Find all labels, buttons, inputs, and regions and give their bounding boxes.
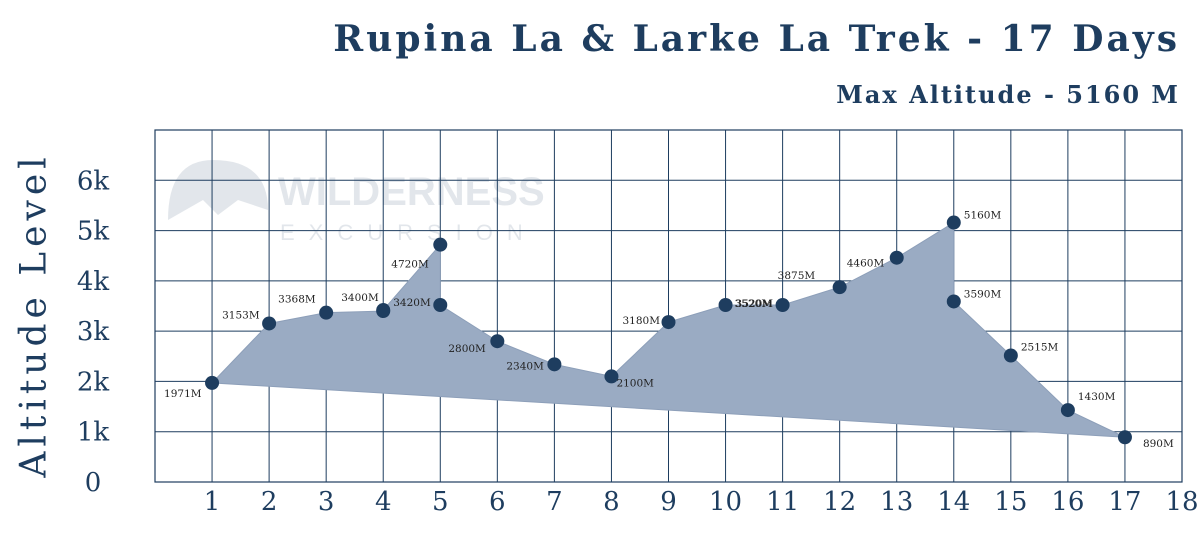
x-tick-label: 1 [204, 487, 221, 517]
x-tick-label: 11 [766, 487, 799, 517]
watermark-text-1: WILDERNESS [278, 170, 545, 214]
chart-points-layer [205, 215, 1132, 445]
data-label: 3400M [341, 292, 379, 304]
x-tick-label: 17 [1108, 487, 1141, 517]
data-point [718, 297, 733, 312]
data-point [775, 297, 790, 312]
chart-subtitle: Max Altitude - 5160 M [836, 80, 1180, 109]
data-label: 3180M [623, 315, 661, 327]
x-tick-label: 18 [1165, 487, 1198, 517]
y-tick-label: 2k [77, 367, 110, 397]
data-label: 3875M [778, 270, 816, 282]
data-point [1003, 348, 1018, 363]
data-point [547, 357, 562, 372]
data-point [433, 297, 448, 312]
data-label: 2340M [506, 360, 544, 372]
data-point [319, 305, 334, 320]
data-label: 3420M [393, 297, 431, 309]
x-tick-label: 5 [432, 487, 449, 517]
data-point [376, 303, 391, 318]
data-label: 1430M [1078, 391, 1116, 403]
x-tick-label: 6 [489, 487, 506, 517]
y-tick-label: 5k [77, 217, 110, 247]
y-tick-label: 4k [77, 267, 110, 297]
chart-data-labels: 1971M 3153M 3368M 3400M 3420M 4720M 2800M 2340M… [164, 210, 1174, 451]
x-tick-label: 8 [603, 487, 620, 517]
data-point [433, 237, 448, 252]
data-label: 4460M [847, 258, 885, 270]
data-point [661, 315, 676, 330]
data-label: 5160M [964, 210, 1002, 222]
y-tick-label: 0 [85, 468, 102, 498]
data-point [832, 280, 847, 295]
data-point [604, 369, 619, 384]
x-tick-label: 2 [261, 487, 278, 517]
x-tick-label: 4 [375, 487, 392, 517]
x-tick-label: 7 [546, 487, 563, 517]
data-point [946, 215, 961, 230]
data-label: 3590M [964, 288, 1002, 300]
x-tick-label: 15 [994, 487, 1027, 517]
data-point [262, 316, 277, 331]
data-point [490, 334, 505, 349]
x-tick-label: 12 [823, 487, 856, 517]
data-label: 2800M [448, 343, 486, 355]
x-tick-label: 14 [937, 487, 970, 517]
chart-title: Rupina La & Larke La Trek - 17 Days [333, 18, 1180, 60]
data-label: 3153M [222, 309, 260, 321]
data-point [889, 250, 904, 265]
watermark-text-2: EXCURSION [280, 220, 537, 245]
x-tick-label: 13 [880, 487, 913, 517]
watermark-logo: WILDERNESS EXCURSION [168, 160, 545, 245]
data-label: 3368M [278, 294, 316, 306]
y-axis-ticks: 0 1k 2k 3k 4k 5k 6k [77, 166, 110, 498]
x-tick-label: 3 [318, 487, 335, 517]
x-tick-label: 9 [660, 487, 677, 517]
data-point [1060, 403, 1075, 418]
data-label: 890M [1143, 438, 1174, 450]
data-label: 3520M [735, 298, 773, 310]
x-tick-label: 16 [1051, 487, 1084, 517]
y-tick-label: 1k [77, 418, 110, 448]
y-tick-label: 3k [77, 317, 110, 347]
x-axis-ticks: 1 2 3 4 5 6 7 8 9 10 11 12 13 14 15 16 17 18 [204, 487, 1199, 517]
data-label: 4720M [391, 259, 429, 271]
data-label: 3520M [736, 298, 774, 310]
data-point [1117, 430, 1132, 445]
data-label: 2515M [1021, 342, 1059, 354]
data-point [946, 294, 961, 309]
data-label: 2100M [616, 377, 654, 389]
data-label: 1971M [164, 388, 202, 400]
data-point [205, 375, 220, 390]
y-tick-label: 6k [77, 166, 110, 196]
x-tick-label: 10 [709, 487, 742, 517]
